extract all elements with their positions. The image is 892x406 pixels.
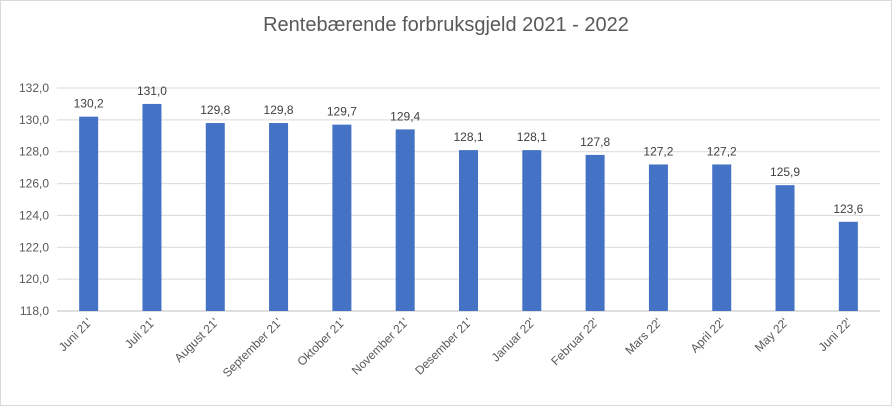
data-label: 131,0: [137, 84, 167, 98]
data-label: 129,8: [200, 103, 230, 117]
bar: [332, 124, 352, 311]
data-label: 125,9: [770, 165, 800, 179]
data-label: 128,1: [453, 130, 483, 144]
bar: [838, 221, 858, 311]
x-tick-label: May 22': [752, 315, 791, 354]
x-tick-label: Mars 22': [622, 315, 664, 357]
data-label: 129,7: [327, 105, 357, 119]
x-tick-label: Oktober 21': [294, 315, 348, 369]
chart-title: Rentebærende forbruksgjeld 2021 - 2022: [263, 14, 629, 36]
y-tick-label: 132,0: [19, 81, 49, 95]
bar: [712, 164, 732, 311]
y-tick-label: 130,0: [19, 113, 49, 127]
data-label: 129,8: [264, 103, 294, 117]
bar: [142, 103, 162, 311]
data-label: 123,6: [833, 202, 863, 216]
bar: [395, 129, 415, 311]
data-label: 127,8: [580, 135, 610, 149]
x-tick-label: Juli 21': [122, 315, 158, 351]
bar: [522, 150, 542, 311]
x-tick-label: Desember 21': [412, 315, 474, 377]
bar: [775, 185, 795, 311]
y-tick-label: 120,0: [19, 272, 49, 286]
x-tick-label: Januar 22': [489, 315, 538, 364]
data-label: 128,1: [517, 130, 547, 144]
bar: [648, 164, 668, 311]
x-tick-label: Juni 21': [56, 315, 95, 354]
bar: [585, 154, 605, 311]
y-tick-label: 122,0: [19, 240, 49, 254]
data-label: 129,4: [390, 109, 420, 123]
x-tick-label: November 21': [349, 315, 411, 377]
y-axis: 118,0 120,0 122,0 124,0 126,0 128,0 130,0 132,0: [19, 81, 49, 318]
y-tick-label: 128,0: [19, 145, 49, 159]
x-tick-label: September 21': [220, 315, 285, 380]
bar: [459, 150, 478, 311]
x-tick-label: Juni 22': [816, 315, 855, 354]
y-tick-label: 126,0: [19, 177, 49, 191]
y-tick-label: 118,0: [20, 304, 49, 318]
data-label: 127,2: [643, 144, 673, 158]
x-axis: Juni 21' Juli 21' August 21'September 21' O…: [56, 315, 855, 380]
x-tick-label: April 22': [688, 315, 728, 355]
y-tick-label: 124,0: [19, 208, 49, 222]
x-tick-label: Februar 22': [548, 315, 601, 368]
bar: [79, 116, 99, 312]
x-tick-label: August 21': [172, 315, 222, 365]
data-label: 130,2: [74, 97, 104, 111]
bar: [205, 123, 225, 312]
data-labels: 130,2 131,0 129,8 129,8 129,7 129,4 128,1 128,1…: [74, 84, 864, 216]
bar: [269, 123, 289, 312]
bars: [79, 103, 858, 312]
data-label: 127,2: [707, 144, 737, 158]
